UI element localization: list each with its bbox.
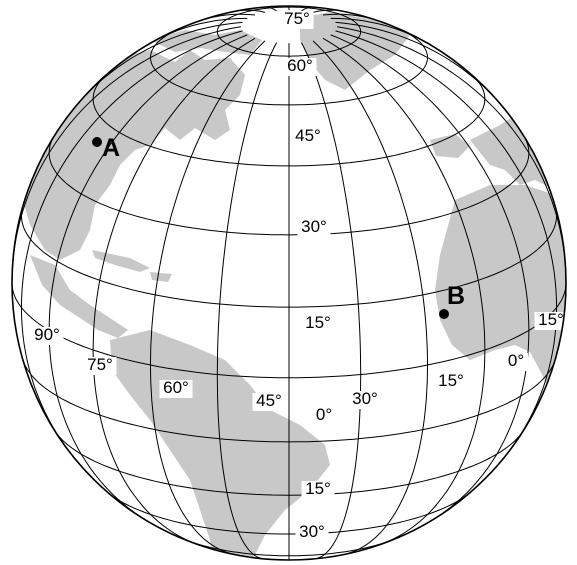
land-greenland: [300, 12, 410, 90]
meridian-line: [11, 26, 241, 284]
lon-75-label: 75°: [87, 355, 113, 374]
lon-90-label: 90°: [34, 325, 60, 344]
lon-60-label: 60°: [163, 378, 189, 397]
lat-75-label-bg: [280, 11, 314, 29]
lon-30-label: 30°: [352, 389, 378, 408]
lat-0-label: 0°: [316, 405, 332, 424]
meridian-line: [337, 26, 567, 284]
meridian-line: [312, 40, 429, 555]
meridian-line: [149, 40, 266, 555]
point-b-marker: [439, 309, 449, 319]
lon-15-e-label-bg: [534, 312, 568, 330]
lat-30-s-label-bg: [295, 524, 329, 542]
land-british-isles: [505, 88, 530, 115]
lon-30-label-bg: [348, 391, 382, 409]
point-a-label: A: [102, 134, 120, 162]
lon-90-label-bg: [30, 327, 64, 345]
point-a-marker: [92, 137, 102, 147]
lon-15-w-label: 15°: [438, 371, 464, 390]
point-b-label: B: [447, 282, 465, 310]
lon-60-label-bg: [159, 380, 193, 398]
meridian-line: [300, 42, 362, 560]
meridian-line: [322, 37, 486, 545]
lat-60-label-bg: [283, 58, 317, 76]
meridian-line: [330, 34, 530, 518]
lat-15-n-label: 15°: [305, 313, 331, 332]
lon-0-label-bg: [504, 353, 528, 371]
meridian-line: [20, 30, 243, 450]
lon-45-label: 45°: [256, 391, 282, 410]
meridian-line: [48, 34, 248, 518]
lat-0-label-bg: [312, 407, 336, 425]
lat-30-s-label: 30°: [299, 522, 325, 541]
land-cuba: [92, 250, 150, 272]
graticule: [11, 6, 567, 560]
lat-60-label: 60°: [287, 56, 313, 75]
lat-30-n-label: 30°: [301, 217, 327, 236]
lon-15-w-label-bg: [434, 373, 468, 391]
lat-75-label: 75°: [284, 9, 310, 28]
meridian-line: [216, 42, 278, 560]
lat-15-n-label-bg: [301, 315, 335, 333]
lat-45-label: 45°: [295, 126, 321, 145]
land-africa: [435, 185, 566, 520]
lon-45-label-bg: [252, 393, 286, 411]
lat-30-n-label-bg: [297, 219, 331, 237]
land-hispaniola: [150, 272, 172, 282]
lat-15-s-label-bg: [301, 481, 335, 499]
land-iceland: [430, 134, 470, 158]
lat-45-label-bg: [291, 128, 325, 146]
point-b: B: [439, 282, 465, 319]
graticule-labels: 75° 60° 45° 30° 15° 0° 15° 30° 90° 75° 60° 45° 30° 15…: [30, 9, 568, 542]
lon-75-label-bg: [83, 357, 117, 375]
lat-15-s-label: 15°: [305, 479, 331, 498]
lon-0-label: 0°: [508, 351, 524, 370]
globe-rim: [11, 5, 567, 561]
point-a: A: [92, 134, 120, 162]
meridian-line: [92, 37, 256, 545]
lon-15-e-label: 15°: [538, 310, 564, 329]
meridian-line: [335, 30, 558, 450]
